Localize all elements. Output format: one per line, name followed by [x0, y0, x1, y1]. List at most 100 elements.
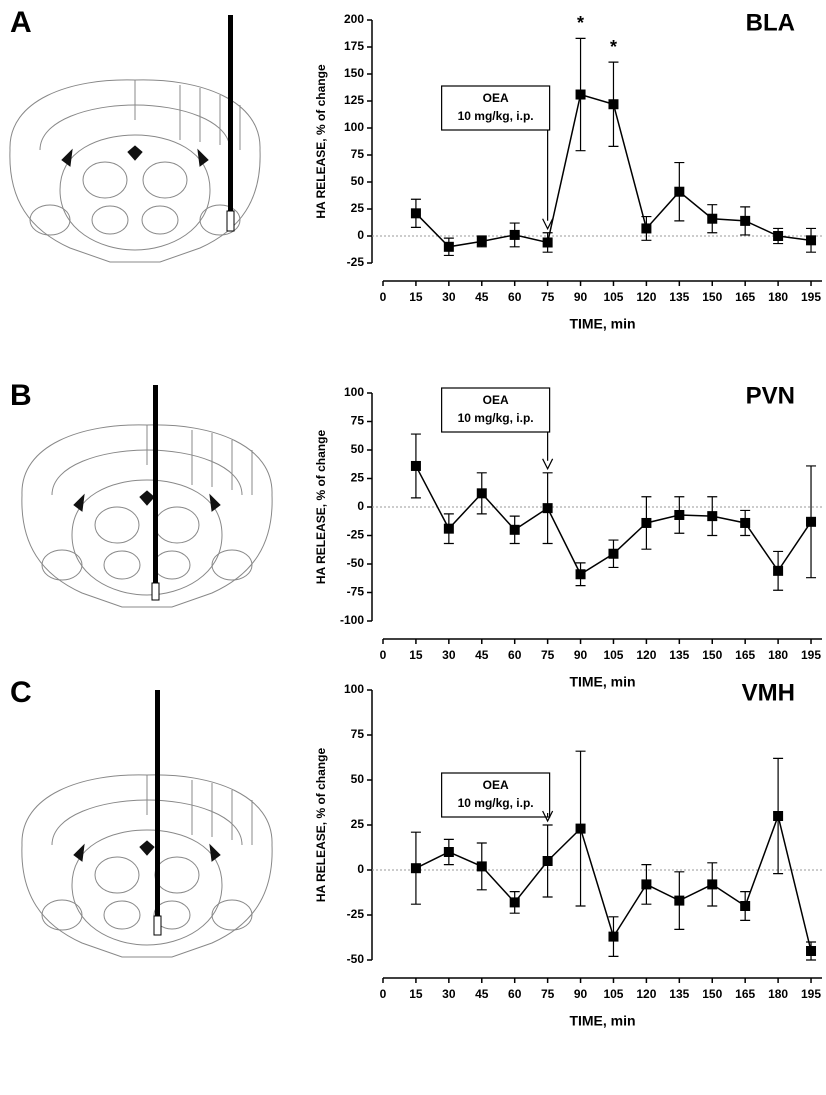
- panel-label: B: [10, 379, 32, 412]
- x-tick-label: 120: [636, 987, 656, 1001]
- x-tick-label: 0: [380, 290, 387, 304]
- x-tick-label: 150: [702, 987, 722, 1001]
- x-tick-label: 90: [574, 290, 588, 304]
- x-tick-label: 75: [541, 987, 555, 1001]
- y-tick-label: -50: [347, 556, 365, 570]
- x-tick-label: 195: [801, 987, 821, 1001]
- y-tick-label: 100: [344, 120, 364, 134]
- x-tick-label: 180: [768, 987, 788, 1001]
- annotation-box: [441, 387, 551, 433]
- significance-marker: *: [577, 13, 584, 33]
- data-point: [476, 861, 487, 872]
- data-point: [410, 863, 421, 874]
- x-tick-label: 0: [380, 648, 387, 662]
- data-point: [575, 569, 586, 580]
- x-axis-label: TIME, min: [569, 674, 635, 690]
- annotation-arrowhead: [542, 458, 554, 471]
- x-tick-label: 45: [475, 290, 489, 304]
- data-point: [509, 524, 520, 535]
- probe-tip: [151, 582, 160, 601]
- data-point: [773, 231, 784, 241]
- data-point: [707, 879, 718, 890]
- x-tick-label: 150: [702, 290, 722, 304]
- x-tick-label: 30: [442, 290, 456, 304]
- significance-marker: *: [610, 37, 617, 57]
- x-tick-label: 90: [574, 987, 588, 1001]
- x-tick-label: 15: [409, 987, 423, 1001]
- annotation-box: [441, 772, 551, 818]
- y-tick-label: -25: [347, 255, 365, 269]
- y-tick-label: 75: [351, 727, 365, 741]
- data-point: [641, 879, 652, 890]
- brain-section: [9, 79, 261, 263]
- x-tick-label: 195: [801, 648, 821, 662]
- x-tick-label: 15: [409, 648, 423, 662]
- data-point: [476, 236, 487, 247]
- x-tick-label: 90: [574, 648, 588, 662]
- annotation-arrowhead: [542, 218, 554, 231]
- annotation-box: [441, 85, 551, 131]
- data-point: [773, 565, 784, 576]
- y-tick-label: 75: [351, 147, 365, 161]
- x-tick-label: 180: [768, 648, 788, 662]
- x-tick-label: 120: [636, 290, 656, 304]
- data-point: [674, 509, 685, 520]
- data-point: [608, 548, 619, 559]
- x-tick-label: 15: [409, 290, 423, 304]
- data-point: [806, 235, 817, 246]
- y-tick-label: 50: [351, 174, 365, 188]
- y-tick-label: 100: [344, 385, 364, 399]
- y-tick-label: 75: [351, 414, 365, 428]
- y-tick-label: -100: [340, 613, 364, 627]
- y-tick-label: 175: [344, 39, 364, 53]
- annotation-text: 10 mg/kg, i.p.: [458, 411, 534, 425]
- probe: [153, 385, 158, 583]
- x-tick-label: 105: [603, 648, 623, 662]
- x-tick-label: 60: [508, 648, 522, 662]
- data-point: [707, 511, 718, 522]
- panel-label: C: [10, 676, 32, 709]
- data-point: [443, 523, 454, 534]
- data-point: [641, 223, 652, 234]
- chart-title: BLA: [746, 9, 795, 36]
- data-point: [509, 897, 520, 908]
- y-tick-label: 0: [357, 862, 364, 876]
- data-point: [542, 503, 553, 514]
- x-tick-label: 165: [735, 648, 755, 662]
- data-point: [806, 516, 817, 527]
- y-tick-label: 150: [344, 66, 364, 80]
- y-tick-label: 100: [344, 682, 364, 696]
- x-tick-label: 105: [603, 987, 623, 1001]
- probe-tip: [153, 915, 162, 936]
- data-point: [443, 847, 454, 857]
- x-tick-label: 75: [541, 290, 555, 304]
- y-axis-label: HA RELEASE, % of change: [314, 430, 328, 585]
- x-tick-label: 135: [669, 290, 689, 304]
- x-axis-label: TIME, min: [569, 1013, 635, 1029]
- x-tick-label: 45: [475, 648, 489, 662]
- x-tick-label: 150: [702, 648, 722, 662]
- brain-section: [21, 424, 273, 608]
- chart-title: VMH: [742, 679, 795, 706]
- annotation-text: OEA: [483, 778, 509, 792]
- x-tick-label: 105: [603, 290, 623, 304]
- y-tick-label: -75: [347, 585, 365, 599]
- annotation-text: 10 mg/kg, i.p.: [458, 796, 534, 810]
- x-tick-label: 0: [380, 987, 387, 1001]
- data-point: [476, 488, 487, 499]
- annotation-text: 10 mg/kg, i.p.: [458, 109, 534, 123]
- x-tick-label: 135: [669, 648, 689, 662]
- y-tick-label: 25: [351, 471, 365, 485]
- data-point: [443, 241, 454, 252]
- data-point: [674, 895, 685, 906]
- data-point: [410, 208, 421, 219]
- brain-section: [21, 774, 273, 958]
- y-tick-label: 0: [357, 228, 364, 242]
- data-point: [707, 213, 718, 224]
- x-tick-label: 180: [768, 290, 788, 304]
- y-tick-label: 200: [344, 12, 364, 26]
- probe: [228, 15, 233, 211]
- x-tick-label: 30: [442, 987, 456, 1001]
- x-tick-label: 45: [475, 987, 489, 1001]
- y-tick-label: -25: [347, 907, 365, 921]
